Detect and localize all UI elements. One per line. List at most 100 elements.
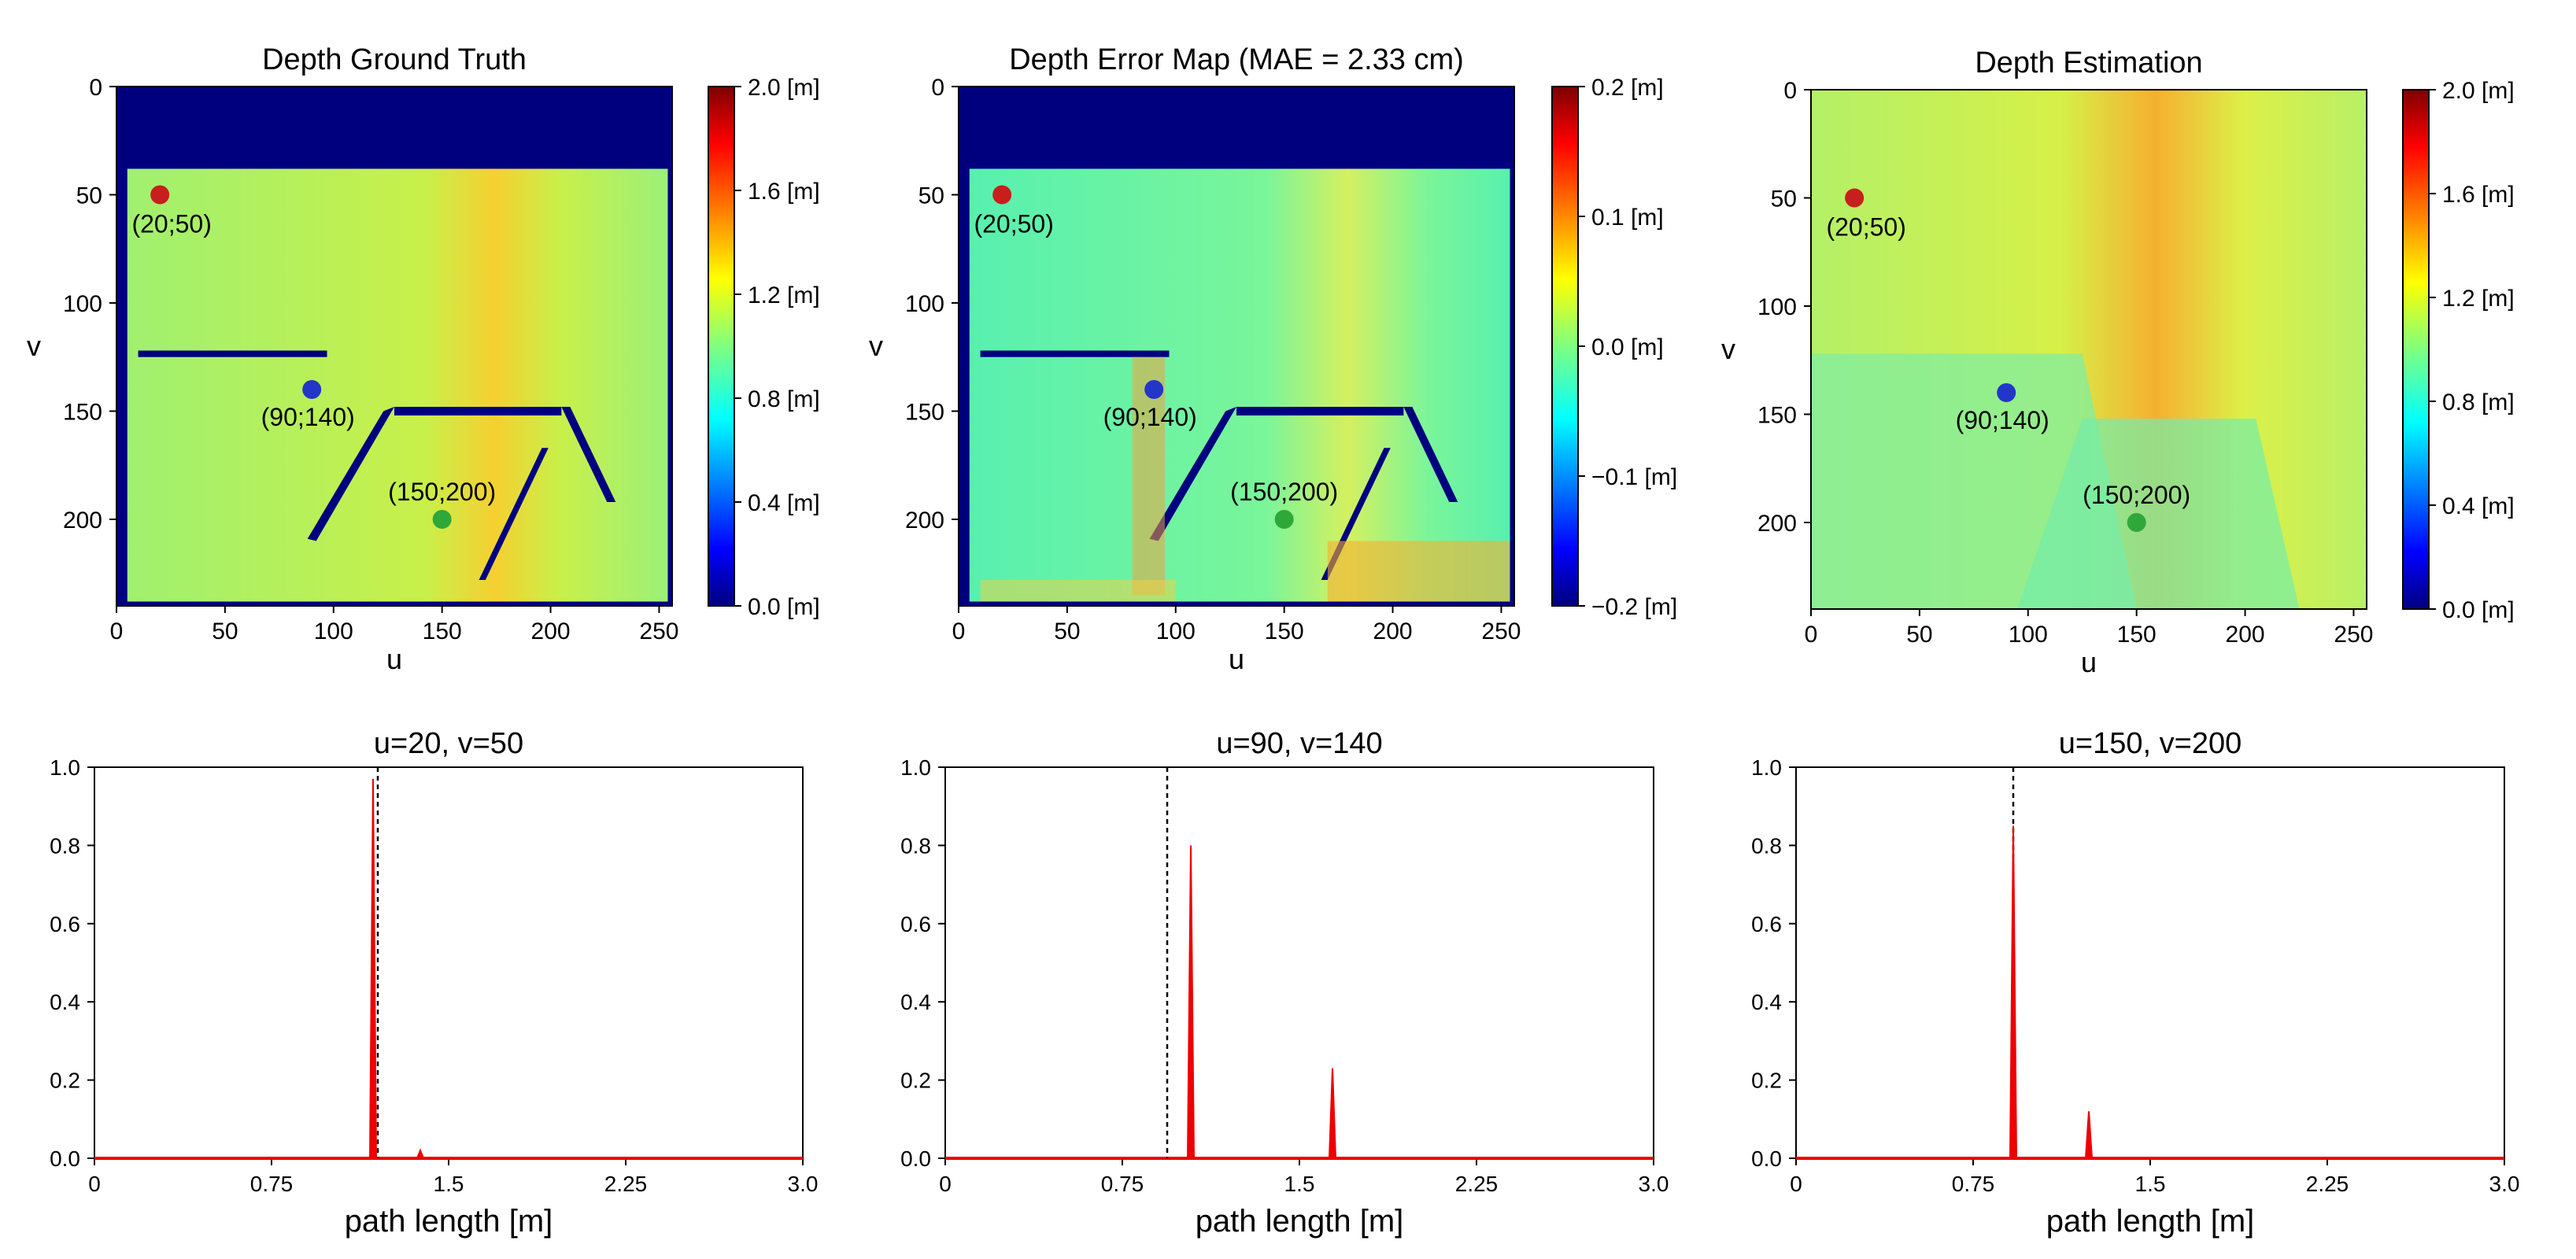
- occlusion-strip: [1149, 407, 1236, 541]
- x-tick-label: 0: [88, 1172, 101, 1196]
- colorbar-tick-label: 1.2 [m]: [2442, 286, 2515, 312]
- point-label: (20;50): [974, 210, 1053, 238]
- colorbar: 2.0 [m] 1.6 [m] 1.2 [m] 0.8 [m] 0.4 [m] 0.0 […: [708, 75, 820, 620]
- y-tick-label: 0.6: [50, 912, 80, 936]
- x-tick-label: 250: [1481, 618, 1521, 644]
- histogram-peak: [416, 1148, 425, 1159]
- occlusion-strip: [1236, 407, 1404, 415]
- y-tick-label: 0.6: [900, 912, 931, 936]
- x-tick-label: 100: [2009, 622, 2048, 648]
- histogram-peak: [1186, 845, 1196, 1159]
- point-label: (90;140): [261, 403, 355, 431]
- chart-title: Depth Error Map (MAE = 2.33 cm): [1009, 43, 1464, 76]
- x-axis-label: path length [m]: [1196, 1204, 1404, 1239]
- histogram-panel-3: u=150, v=200 0 0.75 1.5 2.25 3.0 0.0 0.2 0.4 0.6 0…: [1751, 727, 2519, 1239]
- colorbar-tick-label: 0.0 [m]: [2442, 597, 2515, 623]
- box-face: [2016, 419, 2300, 609]
- plot-frame: [116, 86, 673, 607]
- y-tick-label: 200: [63, 508, 102, 534]
- x-tick-label: 1.5: [1284, 1172, 1315, 1196]
- x-tick-label: 100: [1156, 618, 1196, 644]
- y-tick-label: 0.0: [50, 1146, 80, 1171]
- y-tick-label: 0.8: [900, 833, 931, 858]
- x-tick-label: 1.5: [434, 1172, 464, 1196]
- colorbar-tick-label: 0.8 [m]: [748, 386, 820, 412]
- heatmap-image: [1811, 90, 2367, 609]
- x-tick-label: 100: [314, 618, 353, 644]
- y-axis-label: v: [27, 330, 41, 362]
- colorbar-tick-label: 0.2 [m]: [1591, 75, 1664, 101]
- point-label: (20;50): [1826, 213, 1905, 242]
- y-tick-label: 0.4: [1751, 990, 1782, 1014]
- colorbar-tick-label: 1.6 [m]: [748, 179, 820, 205]
- y-tick-label: 100: [905, 291, 944, 317]
- x-tick-label: 150: [2117, 622, 2157, 648]
- y-tick-label: 150: [1757, 403, 1797, 429]
- y-tick-label: 0: [1783, 78, 1797, 104]
- x-tick-label: 0.75: [1101, 1172, 1144, 1196]
- colorbar-tick-label: 1.2 [m]: [748, 282, 820, 308]
- x-tick-label: 3.0: [2489, 1172, 2520, 1196]
- point-label: (150;200): [2083, 481, 2190, 509]
- x-tick-label: 50: [212, 618, 238, 644]
- y-tick-label: 0.0: [900, 1146, 931, 1171]
- heatmap-image: [959, 87, 1514, 606]
- colorbar-tick-label: 0.4 [m]: [2442, 493, 2515, 519]
- heatmap-panel-3: Depth Estimation 0 50 100 150 200 250 0 50 100 150…: [1721, 46, 2515, 678]
- occlusion-strip: [479, 448, 549, 580]
- x-tick-label: 200: [531, 618, 571, 644]
- chart-title: u=20, v=50: [374, 727, 523, 760]
- occlusion-strip: [1403, 407, 1458, 502]
- x-tick-label: 0: [1805, 622, 1818, 648]
- y-tick-label: 1.0: [50, 755, 80, 780]
- depth-field: [969, 168, 1510, 602]
- colorbar: 0.2 [m] 0.1 [m] 0.0 [m] −0.1 [m] −0.2 [m]: [1551, 75, 1677, 620]
- x-tick-label: 0: [952, 618, 966, 644]
- x-tick-label: 150: [1265, 618, 1304, 644]
- occlusion-strip: [138, 350, 327, 357]
- histogram-panel-2: u=90, v=140 0 0.75 1.5 2.25 3.0 0.0 0.2 0.4 0.6 0.…: [900, 727, 1669, 1239]
- marked-point: [992, 185, 1012, 205]
- x-tick-label: 250: [639, 618, 678, 644]
- chart-title: u=150, v=200: [2059, 727, 2242, 760]
- colorbar-tick-label: −0.2 [m]: [1591, 594, 1677, 620]
- y-tick-label: 1.0: [1751, 755, 1782, 780]
- histogram-peak: [368, 778, 378, 1159]
- occlusion-strip: [980, 350, 1170, 357]
- chart-title: u=90, v=140: [1216, 727, 1382, 760]
- x-tick-label: 200: [2226, 622, 2265, 648]
- x-axis-label: path length [m]: [345, 1204, 553, 1239]
- point-label: (20;50): [131, 210, 211, 238]
- colorbar-tick-label: 0.1 [m]: [1591, 205, 1664, 231]
- y-tick-label: 150: [63, 400, 102, 426]
- x-axis-label: path length [m]: [2046, 1204, 2255, 1239]
- marked-point: [432, 510, 452, 529]
- chart-title: Depth Ground Truth: [262, 43, 527, 76]
- colorbar-tick-label: 0.4 [m]: [748, 490, 820, 516]
- plot-frame: [944, 766, 1654, 1159]
- marked-point: [1845, 188, 1865, 208]
- x-tick-label: 50: [1054, 618, 1080, 644]
- y-tick-label: 200: [1757, 511, 1797, 537]
- histogram-panel-1: u=20, v=50 0 0.75 1.5 2.25 3.0 0.0 0.2 0.4 0.6 0.8…: [50, 727, 818, 1239]
- y-tick-label: 0.0: [1751, 1146, 1782, 1171]
- x-tick-label: 0: [1790, 1172, 1802, 1196]
- y-tick-label: 0.2: [900, 1069, 931, 1093]
- colorbar-tick-label: 1.6 [m]: [2442, 182, 2515, 208]
- x-tick-label: 1.5: [2135, 1172, 2166, 1196]
- heatmap-panel-1: Depth Ground Truth 0 50 100 150 200 250 0 50 100 1…: [27, 43, 820, 675]
- x-tick-label: 0.75: [1952, 1172, 1995, 1196]
- y-tick-label: 200: [905, 508, 944, 534]
- x-tick-label: 200: [1373, 618, 1413, 644]
- y-tick-label: 0.4: [50, 990, 80, 1014]
- x-tick-label: 0.75: [250, 1172, 294, 1196]
- marked-point: [150, 185, 170, 205]
- x-tick-label: 250: [2334, 622, 2373, 648]
- x-axis-label: u: [2081, 646, 2097, 678]
- marked-point: [1144, 380, 1164, 399]
- colorbar-tick-label: 0.8 [m]: [2442, 390, 2515, 415]
- y-tick-label: 0.8: [50, 833, 80, 858]
- x-tick-label: 0: [110, 618, 124, 644]
- plot-frame: [1810, 89, 2367, 610]
- colorbar-tick-label: 0.0 [m]: [1591, 334, 1664, 360]
